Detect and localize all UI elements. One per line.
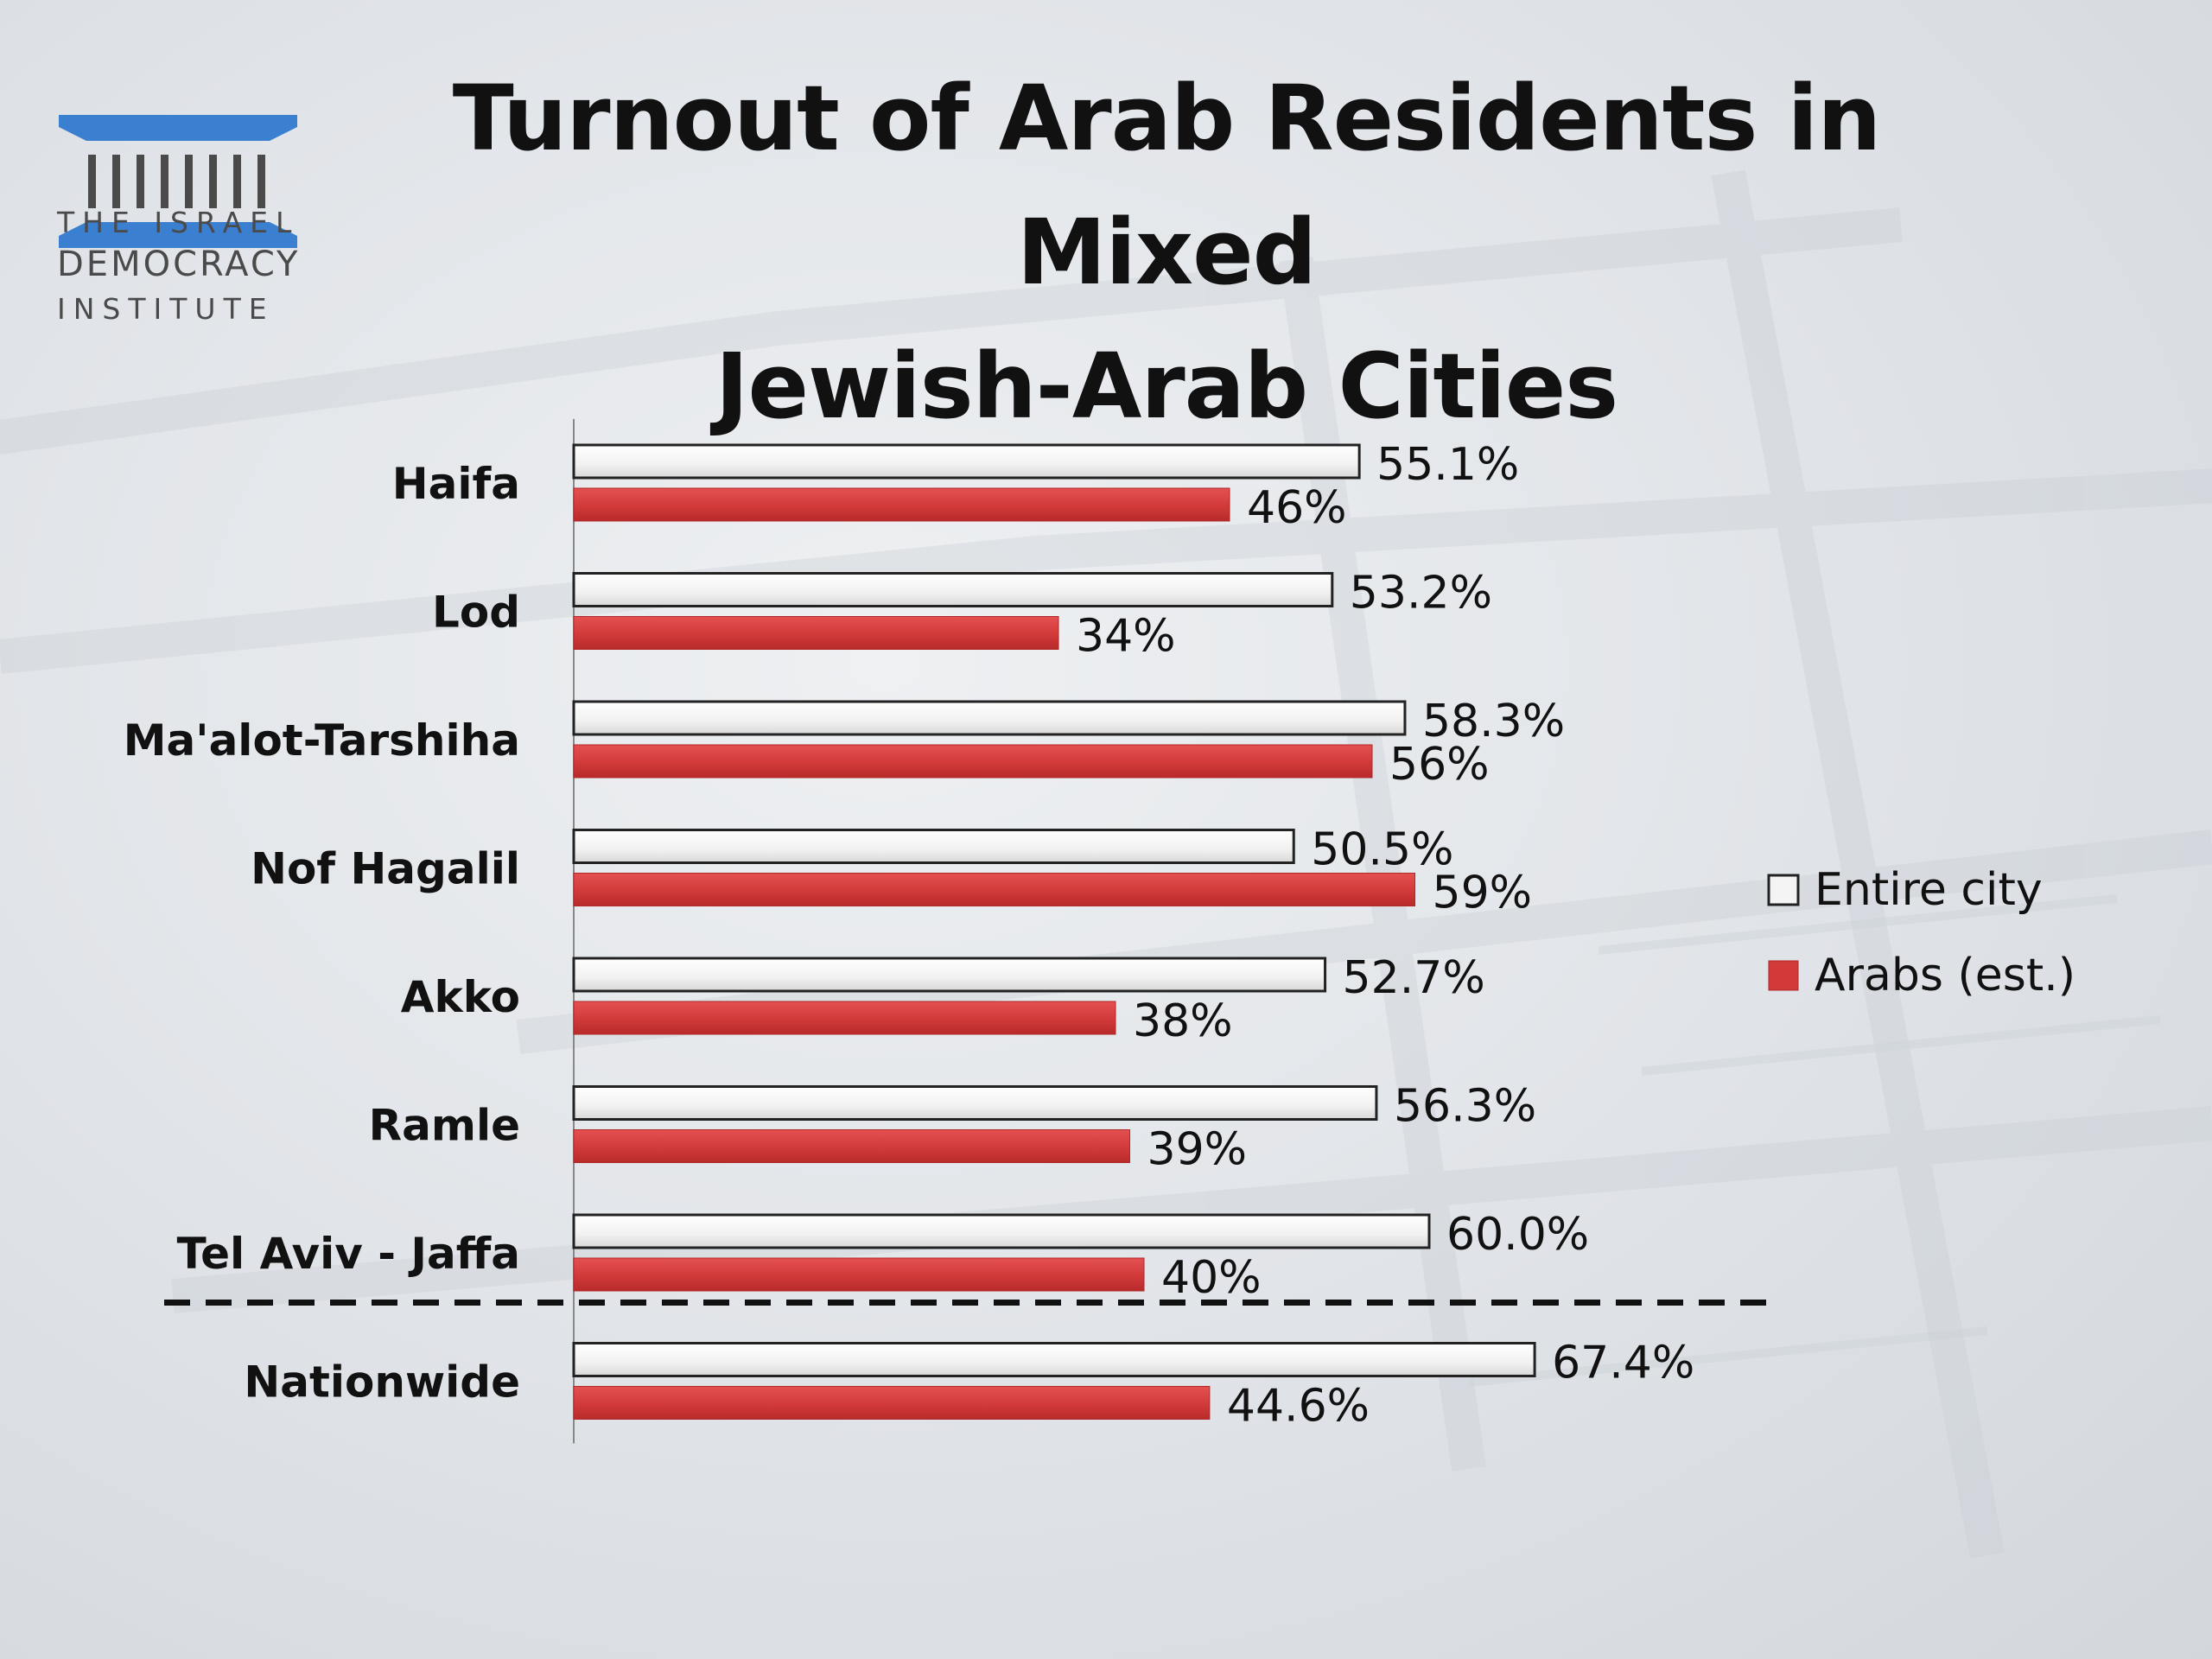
- logo-text-line3: INSTITUTE: [57, 292, 275, 326]
- bar-arabs: [573, 744, 1373, 779]
- legend-label-entire-city: Entire city: [1815, 864, 2043, 916]
- logo-text-line1: THE ISRAEL: [57, 206, 300, 239]
- data-label-arabs: 38%: [1133, 995, 1233, 1047]
- chart-title: Turnout of Arab Residents in Mixed Jewish…: [346, 52, 1987, 454]
- category-label: Nof Hagalil: [251, 844, 520, 894]
- bar-arabs: [573, 487, 1230, 522]
- data-label-arabs: 44.6%: [1227, 1381, 1370, 1433]
- bar-entire-city: [572, 700, 1407, 736]
- bar-arabs: [573, 616, 1059, 650]
- data-label-entire-city: 60.0%: [1446, 1209, 1589, 1261]
- data-label-entire-city: 56.3%: [1394, 1081, 1536, 1133]
- category-label: Tel Aviv - Jaffa: [177, 1229, 520, 1279]
- data-label-arabs: 40%: [1161, 1252, 1262, 1304]
- legend-swatch-entire-city: [1767, 874, 1800, 906]
- bar-entire-city: [572, 957, 1327, 993]
- legend-swatch-arabs: [1768, 960, 1799, 991]
- category-label: Haifa: [392, 459, 520, 509]
- data-label-arabs: 46%: [1247, 482, 1347, 534]
- legend-label-arabs: Arabs (est.): [1815, 950, 2075, 1001]
- category-label: Ramle: [369, 1101, 520, 1151]
- bar-entire-city: [572, 572, 1334, 607]
- data-label-entire-city: 53.2%: [1350, 568, 1492, 620]
- bar-entire-city: [572, 443, 1361, 480]
- chart-title-line1: Turnout of Arab Residents in Mixed: [452, 66, 1882, 305]
- logo-text-line2: DEMOCRACY: [57, 245, 301, 284]
- bar-arabs: [573, 1001, 1116, 1035]
- bar-entire-city: [572, 1342, 1536, 1377]
- category-label: Lod: [432, 588, 520, 638]
- data-label-arabs: 39%: [1147, 1124, 1248, 1176]
- data-label-arabs: 34%: [1076, 611, 1176, 663]
- data-label-entire-city: 50.5%: [1311, 824, 1453, 876]
- data-label-arabs: 59%: [1433, 868, 1533, 919]
- chart-title-line2: Jewish-Arab Cities: [715, 334, 1618, 439]
- bar-arabs: [573, 1129, 1130, 1163]
- israel-democracy-institute-logo: [59, 115, 297, 248]
- data-label-entire-city: 58.3%: [1422, 696, 1565, 747]
- bar-entire-city: [572, 829, 1295, 864]
- bar-arabs: [573, 1257, 1145, 1292]
- bar-entire-city: [572, 1213, 1431, 1249]
- bar-arabs: [573, 873, 1415, 906]
- data-label-entire-city: 55.1%: [1376, 439, 1519, 491]
- data-label-entire-city: 52.7%: [1343, 952, 1485, 1004]
- category-label: Akko: [401, 972, 520, 1022]
- bar-entire-city: [572, 1085, 1378, 1121]
- category-label: Ma'alot-Tarshiha: [124, 715, 520, 766]
- bar-arabs: [573, 1386, 1211, 1420]
- data-label-arabs: 56%: [1389, 739, 1490, 791]
- data-label-entire-city: 67.4%: [1552, 1338, 1694, 1389]
- category-label: Nationwide: [244, 1357, 520, 1408]
